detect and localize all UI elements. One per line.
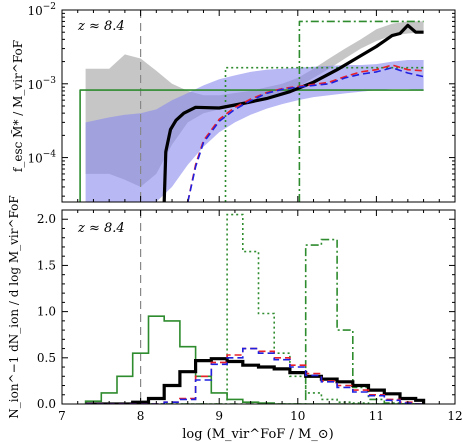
bottom-xtick-label: 11 — [369, 409, 384, 423]
top-series-blue-dash — [187, 66, 424, 202]
top-series-green-solid — [79, 89, 424, 202]
bottom-annotation: z ≈ 8.4 — [77, 221, 125, 236]
top-annotation: z ≈ 8.4 — [77, 19, 125, 34]
bottom-histogram-green-dashdot — [85, 238, 424, 404]
top-series-green-dot — [224, 66, 424, 202]
top-plot-area — [79, 10, 424, 202]
bottom-xtick-label: 9 — [215, 409, 223, 423]
top-series-red-dash — [187, 64, 424, 202]
bottom-ytick-label: 1.5 — [37, 258, 56, 272]
top-ytick-label: 10−3 — [27, 76, 56, 92]
top-series-green-dashdot — [298, 20, 424, 202]
top-ytick-label: 10−4 — [27, 150, 56, 166]
blue-scatter-band — [85, 60, 424, 202]
top-ylabel: f_esc M̃* / M_vir^FoF — [10, 40, 25, 172]
bottom-histogram-green-dot — [85, 213, 424, 404]
top-series-black-solid — [162, 23, 424, 202]
bottom-histogram-black-solid — [85, 357, 426, 404]
bottom-ytick-label: 0.0 — [37, 397, 56, 411]
x-axis-label: log (M_vir^FoF / M_⊙) — [182, 427, 334, 442]
bottom-xtick-label: 7 — [58, 409, 66, 423]
bottom-histogram-green-solid — [84, 315, 424, 404]
top-panel: 10−4 10−3 10−2 — [27, 2, 456, 203]
bottom-ytick-label: 1.0 — [37, 305, 56, 319]
bottom-xtick-label: 8 — [137, 409, 145, 423]
top-ytick-label: 10−2 — [27, 2, 56, 18]
bottom-panel: 7 8 9 10 11 12 0.0 0.5 1.0 1.5 2.0 — [37, 209, 463, 423]
bottom-plot-area — [84, 210, 426, 404]
bottom-frame — [61, 209, 456, 405]
bottom-histogram-blue-dash — [85, 347, 424, 404]
bottom-ytick-label: 0.5 — [37, 351, 56, 365]
bottom-xtick-label: 12 — [447, 409, 462, 423]
bottom-xtick-label: 10 — [290, 409, 305, 423]
bottom-ytick-label: 2.0 — [37, 212, 56, 226]
bottom-ylabel: N_ion^−1 dN_ion / d log M_vir^FoF — [7, 195, 21, 418]
